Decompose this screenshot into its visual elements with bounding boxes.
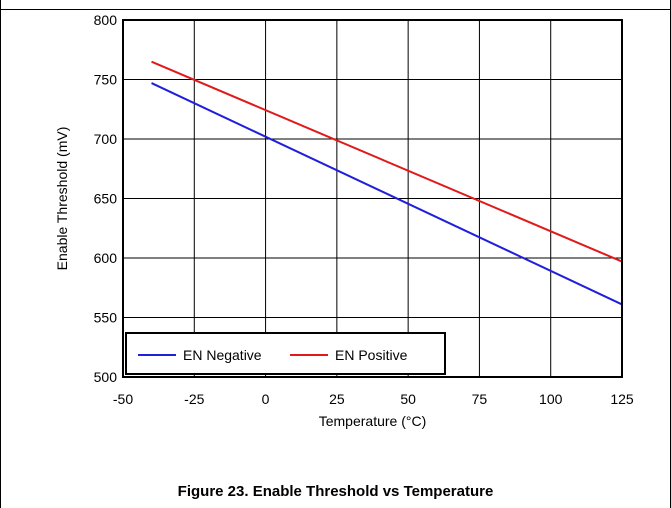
legend-label: EN Positive — [335, 347, 408, 363]
x-axis-label: Temperature (°C) — [319, 413, 427, 429]
figure-caption: Figure 23. Enable Threshold vs Temperatu… — [177, 483, 494, 500]
x-tick-label: 25 — [329, 391, 345, 407]
series-line-1 — [151, 60, 623, 263]
legend-label: EN Negative — [183, 347, 262, 363]
series-line-0 — [151, 82, 623, 306]
frame-left-border — [0, 10, 1, 508]
y-tick-label: 750 — [94, 72, 118, 88]
grid-lines — [122, 19, 623, 378]
y-tick-label: 550 — [94, 310, 118, 326]
x-tick-label: 0 — [262, 391, 270, 407]
x-tick-label: 100 — [539, 391, 563, 407]
y-tick-label: 800 — [94, 12, 118, 28]
plot-area-frame — [122, 19, 623, 378]
y-tick-label: 650 — [94, 191, 118, 207]
y-tick-label: 500 — [94, 369, 118, 385]
y-tick-label: 700 — [94, 131, 118, 147]
legend-box — [125, 332, 446, 375]
y-axis-label: Enable Threshold (mV) — [54, 127, 70, 271]
legend: EN Negative EN Positive — [125, 332, 446, 375]
x-tick-label: -50 — [113, 391, 133, 407]
line-chart: -50 -25 0 25 50 75 100 125 500 550 600 650 700 750 80… — [54, 12, 634, 429]
y-tick-labels: 500 550 600 650 700 750 800 — [94, 12, 118, 385]
x-tick-label: 75 — [472, 391, 488, 407]
series-lines — [151, 60, 623, 306]
x-tick-label: 50 — [400, 391, 416, 407]
y-tick-label: 600 — [94, 250, 118, 266]
x-tick-label: -25 — [184, 391, 204, 407]
x-tick-label: 125 — [610, 391, 634, 407]
x-tick-labels: -50 -25 0 25 50 75 100 125 — [113, 391, 634, 407]
